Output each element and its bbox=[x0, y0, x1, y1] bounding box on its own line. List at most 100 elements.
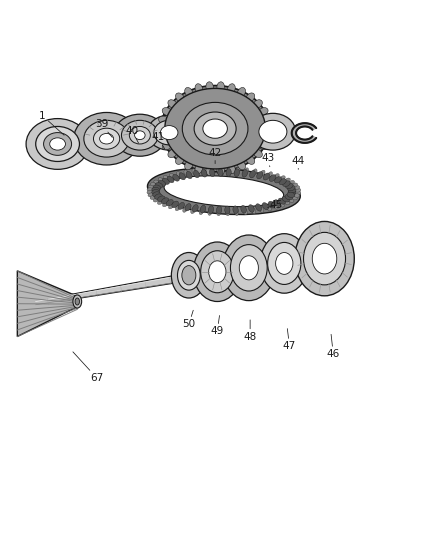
Ellipse shape bbox=[260, 233, 307, 293]
Ellipse shape bbox=[227, 84, 235, 94]
Ellipse shape bbox=[186, 172, 192, 179]
Text: 47: 47 bbox=[282, 329, 296, 351]
Ellipse shape bbox=[278, 202, 284, 207]
Ellipse shape bbox=[285, 183, 293, 189]
Ellipse shape bbox=[209, 167, 213, 173]
Ellipse shape bbox=[274, 176, 281, 183]
Ellipse shape bbox=[245, 93, 254, 102]
Ellipse shape bbox=[273, 200, 280, 206]
Ellipse shape bbox=[175, 93, 184, 102]
Ellipse shape bbox=[183, 268, 194, 283]
Ellipse shape bbox=[287, 188, 295, 193]
Ellipse shape bbox=[282, 181, 290, 187]
Ellipse shape bbox=[227, 164, 235, 174]
Ellipse shape bbox=[154, 194, 162, 199]
Ellipse shape bbox=[294, 191, 300, 195]
Ellipse shape bbox=[147, 188, 153, 192]
Ellipse shape bbox=[134, 131, 145, 140]
Text: 40: 40 bbox=[125, 126, 138, 143]
Ellipse shape bbox=[171, 253, 206, 298]
Ellipse shape bbox=[273, 174, 279, 179]
Ellipse shape bbox=[152, 187, 159, 192]
Ellipse shape bbox=[184, 170, 188, 175]
Ellipse shape bbox=[243, 209, 247, 215]
Ellipse shape bbox=[160, 126, 177, 140]
Ellipse shape bbox=[275, 253, 292, 274]
Text: 43: 43 bbox=[261, 153, 274, 167]
Ellipse shape bbox=[163, 175, 168, 180]
Ellipse shape bbox=[207, 209, 212, 215]
Ellipse shape bbox=[241, 169, 247, 177]
Ellipse shape bbox=[291, 183, 297, 187]
Ellipse shape bbox=[239, 256, 258, 280]
Ellipse shape bbox=[291, 196, 297, 200]
Ellipse shape bbox=[162, 142, 172, 150]
Ellipse shape bbox=[216, 82, 224, 92]
Text: 44: 44 bbox=[291, 156, 304, 169]
Ellipse shape bbox=[278, 198, 285, 204]
Ellipse shape bbox=[35, 126, 79, 161]
Text: 41: 41 bbox=[151, 132, 165, 149]
Ellipse shape bbox=[251, 208, 255, 214]
Ellipse shape bbox=[162, 202, 168, 207]
Ellipse shape bbox=[278, 179, 286, 184]
Ellipse shape bbox=[175, 205, 180, 211]
Ellipse shape bbox=[162, 179, 169, 184]
Ellipse shape bbox=[182, 207, 187, 212]
Ellipse shape bbox=[294, 221, 353, 296]
Ellipse shape bbox=[218, 167, 222, 173]
Ellipse shape bbox=[93, 128, 120, 149]
Ellipse shape bbox=[240, 205, 246, 213]
Text: 42: 42 bbox=[208, 148, 221, 164]
Ellipse shape bbox=[184, 87, 192, 97]
Ellipse shape bbox=[158, 134, 168, 141]
Ellipse shape bbox=[164, 88, 265, 169]
Ellipse shape bbox=[190, 208, 194, 214]
Ellipse shape bbox=[158, 116, 168, 124]
Ellipse shape bbox=[293, 185, 299, 190]
Ellipse shape bbox=[205, 82, 213, 92]
Ellipse shape bbox=[176, 172, 181, 177]
Ellipse shape bbox=[172, 174, 179, 181]
Text: 67: 67 bbox=[73, 352, 103, 383]
Ellipse shape bbox=[129, 126, 150, 144]
Ellipse shape bbox=[288, 181, 294, 185]
Ellipse shape bbox=[152, 185, 160, 190]
Ellipse shape bbox=[121, 120, 158, 150]
Ellipse shape bbox=[164, 176, 283, 207]
Ellipse shape bbox=[272, 204, 278, 209]
Ellipse shape bbox=[260, 170, 265, 176]
Ellipse shape bbox=[184, 160, 192, 170]
Ellipse shape bbox=[208, 206, 213, 214]
Ellipse shape bbox=[200, 251, 233, 293]
Ellipse shape bbox=[99, 133, 113, 144]
Ellipse shape bbox=[262, 125, 272, 132]
Ellipse shape bbox=[266, 206, 271, 211]
Ellipse shape bbox=[201, 169, 206, 177]
Ellipse shape bbox=[157, 196, 165, 201]
Ellipse shape bbox=[258, 120, 286, 143]
Ellipse shape bbox=[162, 108, 172, 116]
Ellipse shape bbox=[224, 206, 230, 214]
Ellipse shape bbox=[287, 190, 295, 195]
Ellipse shape bbox=[293, 193, 299, 197]
Ellipse shape bbox=[233, 169, 239, 176]
Ellipse shape bbox=[74, 112, 139, 165]
Ellipse shape bbox=[244, 168, 248, 174]
Text: 39: 39 bbox=[95, 119, 112, 138]
Text: 48: 48 bbox=[243, 320, 256, 342]
Ellipse shape bbox=[147, 168, 300, 215]
Ellipse shape bbox=[166, 199, 173, 206]
Polygon shape bbox=[291, 123, 315, 143]
Ellipse shape bbox=[157, 200, 162, 205]
Ellipse shape bbox=[252, 169, 257, 175]
Ellipse shape bbox=[200, 205, 205, 213]
Ellipse shape bbox=[191, 168, 196, 174]
Ellipse shape bbox=[167, 176, 173, 183]
Ellipse shape bbox=[171, 201, 178, 208]
Ellipse shape bbox=[148, 185, 154, 189]
Ellipse shape bbox=[158, 181, 165, 186]
Ellipse shape bbox=[216, 209, 220, 216]
Ellipse shape bbox=[160, 86, 269, 172]
Ellipse shape bbox=[168, 204, 173, 209]
